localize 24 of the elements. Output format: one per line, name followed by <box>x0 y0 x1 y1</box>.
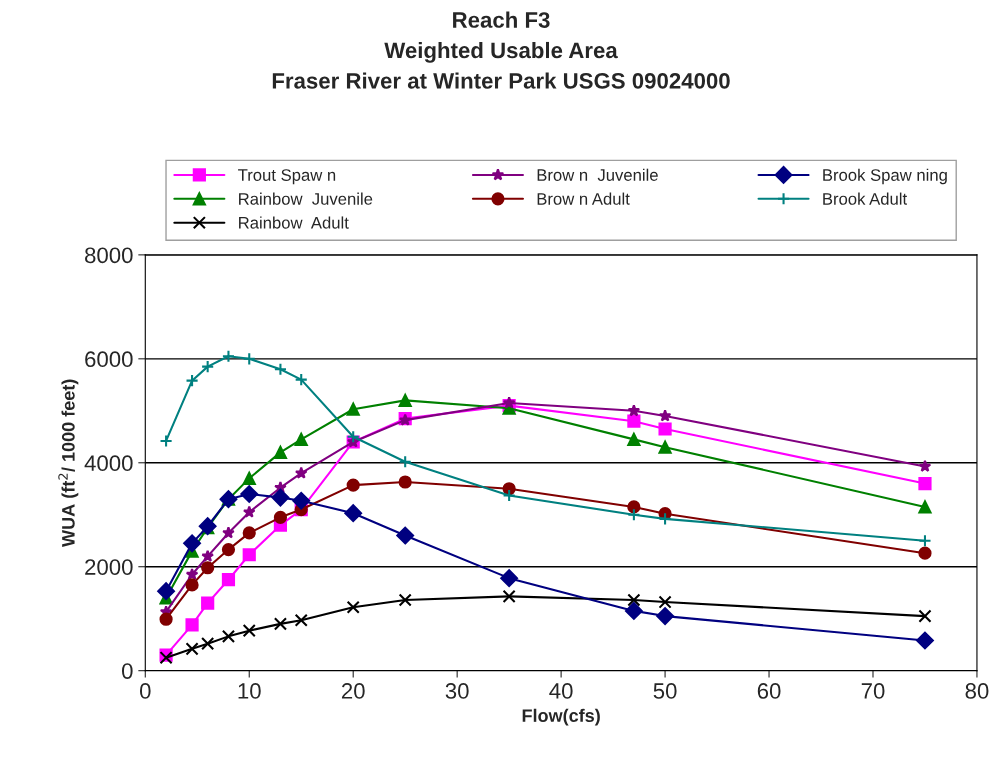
x-tick-label: 40 <box>549 683 573 699</box>
legend-label: Brow n Adult <box>537 192 630 205</box>
y-tick-label: 8000 <box>85 247 133 264</box>
x-tick-label: 80 <box>965 683 989 699</box>
x-tick-label: 60 <box>757 683 781 699</box>
x-tick-label: 30 <box>445 683 469 699</box>
legend-label: Brook Spaw ning <box>823 168 947 185</box>
x-tick-label: 70 <box>861 683 885 699</box>
x-tick-label: 10 <box>238 683 261 699</box>
chart-title: Reach F3 Weighted Usable Area Fraser River at Winter Park USGS 09024000 <box>272 11 730 89</box>
legend-label: Trout Spaw n <box>238 169 336 185</box>
legend-label: Rainbow Adult <box>239 216 349 229</box>
x-tick-label: 20 <box>341 683 365 699</box>
legend-label: Brow n Juvenile <box>537 168 658 181</box>
legend-label: Brook Adult <box>823 192 908 205</box>
x-tick-label: 0 <box>139 683 151 699</box>
y-axis-title: WUA (ft$^{2}$/ 1000 feet) <box>58 379 79 547</box>
x-axis-title: Flow(cfs) <box>522 708 600 726</box>
y-tick-label: 4000 <box>84 455 133 472</box>
x-tick-label: 50 <box>653 683 677 699</box>
y-tick-label: 6000 <box>85 351 133 368</box>
legend-label: Rainbow Juvenile <box>239 192 373 205</box>
y-tick-label: 0 <box>121 663 133 679</box>
y-tick-label: 2000 <box>85 559 133 575</box>
